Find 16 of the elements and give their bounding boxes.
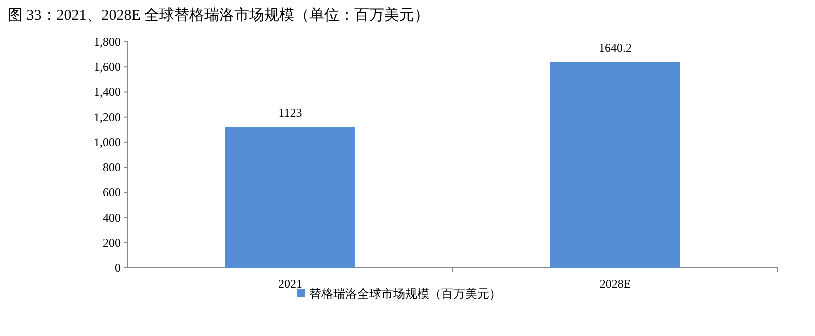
y-tick-label: 1,600	[94, 60, 121, 74]
legend-label: 替格瑞洛全球市场规模（百万美元）	[310, 287, 502, 301]
x-tick-label: 2028E	[600, 277, 632, 291]
y-tick-label: 0	[115, 261, 121, 275]
y-tick-label: 200	[103, 236, 121, 250]
y-tick-label: 1,000	[94, 135, 121, 150]
chart-title: 图 33：2021、2028E 全球替格瑞洛市场规模（单位：百万美元）	[8, 7, 430, 24]
y-tick-label: 800	[103, 160, 121, 175]
y-tick-label: 600	[103, 186, 121, 200]
y-tick-label: 400	[103, 210, 121, 225]
x-tick-label: 2021	[278, 277, 302, 291]
data-label: 1123	[278, 106, 302, 120]
data-label: 1640.2	[599, 41, 632, 56]
y-tick-label: 1,200	[94, 110, 121, 124]
y-tick-label: 1,400	[94, 85, 121, 100]
y-tick-label: 1,800	[94, 35, 121, 49]
